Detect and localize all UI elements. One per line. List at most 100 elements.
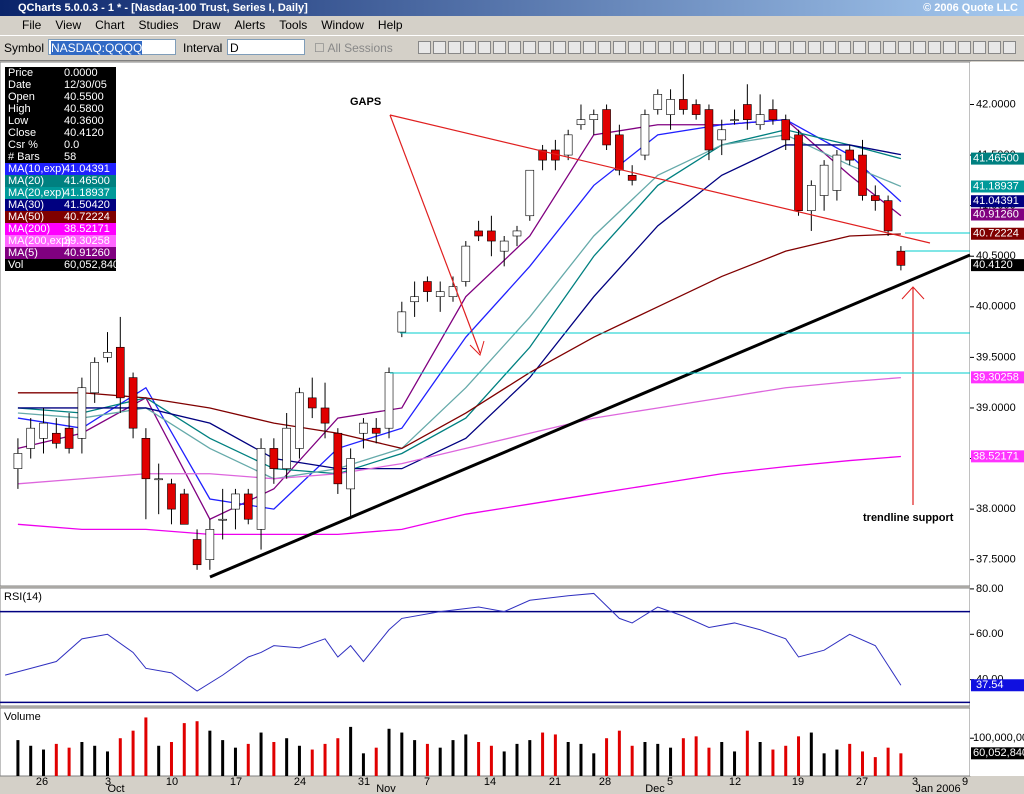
candle-body — [538, 149, 547, 161]
candle-body — [115, 346, 125, 399]
y-tick-label: 37.5000 — [976, 554, 1016, 566]
candle-body — [845, 149, 855, 161]
volume-bar — [579, 743, 583, 776]
candle-body — [397, 311, 407, 333]
candle-body — [205, 529, 215, 560]
candle-body — [77, 387, 87, 439]
tool-button[interactable] — [448, 41, 461, 54]
sessions-checkbox[interactable]: ☐ All Sessions — [314, 41, 393, 55]
tool-button[interactable] — [943, 41, 956, 54]
candle-body — [282, 427, 291, 469]
volume-bar — [643, 742, 647, 776]
tool-button[interactable] — [538, 41, 551, 54]
tool-button[interactable] — [733, 41, 746, 54]
tool-button[interactable] — [673, 41, 686, 54]
x-tick-label: 27 — [856, 776, 868, 788]
volume-bar — [169, 742, 173, 776]
tool-button[interactable] — [433, 41, 446, 54]
info-value: 40.5500 — [64, 91, 104, 103]
menu-item[interactable]: Window — [321, 18, 364, 32]
menu-item[interactable]: Studies — [138, 18, 179, 32]
price-marker — [971, 180, 1024, 193]
volume-bar — [809, 732, 813, 776]
candle-body — [320, 407, 330, 424]
tool-button[interactable] — [523, 41, 536, 54]
tool-button[interactable] — [478, 41, 491, 54]
chart-area: Price 0.0000 Date 12/30/05 Open 40.5500 High 40… — [0, 61, 1024, 794]
tool-button[interactable] — [643, 41, 656, 54]
menu-item[interactable]: Tools — [279, 18, 308, 32]
candle-body — [615, 134, 624, 171]
info-row — [5, 247, 116, 259]
volume-bar — [848, 743, 852, 776]
info-label: MA(20,exp) — [8, 187, 65, 199]
interval-field[interactable]: D — [227, 39, 305, 55]
tool-button[interactable] — [958, 41, 971, 54]
tool-button[interactable] — [928, 41, 941, 54]
ma-line — [17, 134, 902, 480]
tool-button[interactable] — [628, 41, 641, 54]
price-marker-label: 38.52171 — [973, 450, 1019, 462]
tool-button[interactable] — [748, 41, 761, 54]
menu-item[interactable]: Draw — [192, 18, 221, 32]
support-arrow-head — [901, 286, 925, 300]
candle-body — [627, 174, 637, 181]
tool-button[interactable] — [718, 41, 731, 54]
menu-item[interactable]: Help — [377, 18, 403, 32]
info-label: MA(10,exp) — [8, 163, 65, 175]
symbol-value: NASDAQ:QQQQ — [51, 41, 143, 55]
ma-line — [17, 129, 902, 475]
tool-button[interactable] — [808, 41, 821, 54]
tool-button[interactable] — [913, 41, 926, 54]
menu-item[interactable]: View — [55, 18, 82, 32]
volume-bar — [336, 738, 340, 776]
price-marker-label: 41.18937 — [973, 180, 1019, 192]
y-tick-label: 42.0000 — [976, 98, 1016, 110]
tool-button[interactable] — [868, 41, 881, 54]
tool-button[interactable] — [898, 41, 911, 54]
gap-arrow — [389, 114, 481, 354]
info-value: 60,052,840 — [64, 259, 119, 271]
menu-item[interactable]: Alerts — [234, 18, 266, 32]
price-marker-label: 39.30258 — [973, 371, 1019, 383]
rsi-line — [4, 592, 902, 692]
price-marker — [971, 152, 1024, 165]
menu-item[interactable]: Chart — [95, 18, 125, 32]
tool-button[interactable] — [508, 41, 521, 54]
volume-bar — [93, 745, 97, 776]
candle-body — [883, 200, 893, 232]
tool-button[interactable] — [1003, 41, 1016, 54]
tool-button[interactable] — [493, 41, 506, 54]
tool-button[interactable] — [703, 41, 716, 54]
tool-button[interactable] — [883, 41, 896, 54]
tool-button[interactable] — [763, 41, 776, 54]
tool-button[interactable] — [838, 41, 851, 54]
tool-button[interactable] — [973, 41, 986, 54]
tool-button[interactable] — [568, 41, 581, 54]
tool-button[interactable] — [688, 41, 701, 54]
tool-button[interactable] — [553, 41, 566, 54]
tool-button[interactable] — [778, 41, 791, 54]
tool-button[interactable] — [583, 41, 596, 54]
candle-body — [269, 448, 279, 469]
tool-button[interactable] — [658, 41, 671, 54]
tool-button[interactable] — [823, 41, 836, 54]
rsi-marker — [971, 679, 1024, 692]
info-value: 12/30/05 — [64, 79, 107, 91]
tool-button[interactable] — [598, 41, 611, 54]
symbol-field[interactable]: NASDAQ:QQQQ — [48, 39, 176, 55]
month-label: Oct — [107, 783, 124, 794]
tool-button[interactable] — [988, 41, 1001, 54]
tool-button[interactable] — [613, 41, 626, 54]
annotation: GAPS — [350, 96, 381, 108]
volume-bar — [528, 740, 532, 776]
tool-button[interactable] — [853, 41, 866, 54]
tool-button[interactable] — [793, 41, 806, 54]
info-row — [5, 211, 116, 223]
menu-item[interactable]: File — [22, 18, 42, 32]
volume-bar — [451, 740, 455, 776]
tool-button[interactable] — [463, 41, 476, 54]
info-label: Close — [8, 127, 36, 139]
x-tick-label: 24 — [294, 776, 306, 788]
tool-button[interactable] — [418, 41, 431, 54]
